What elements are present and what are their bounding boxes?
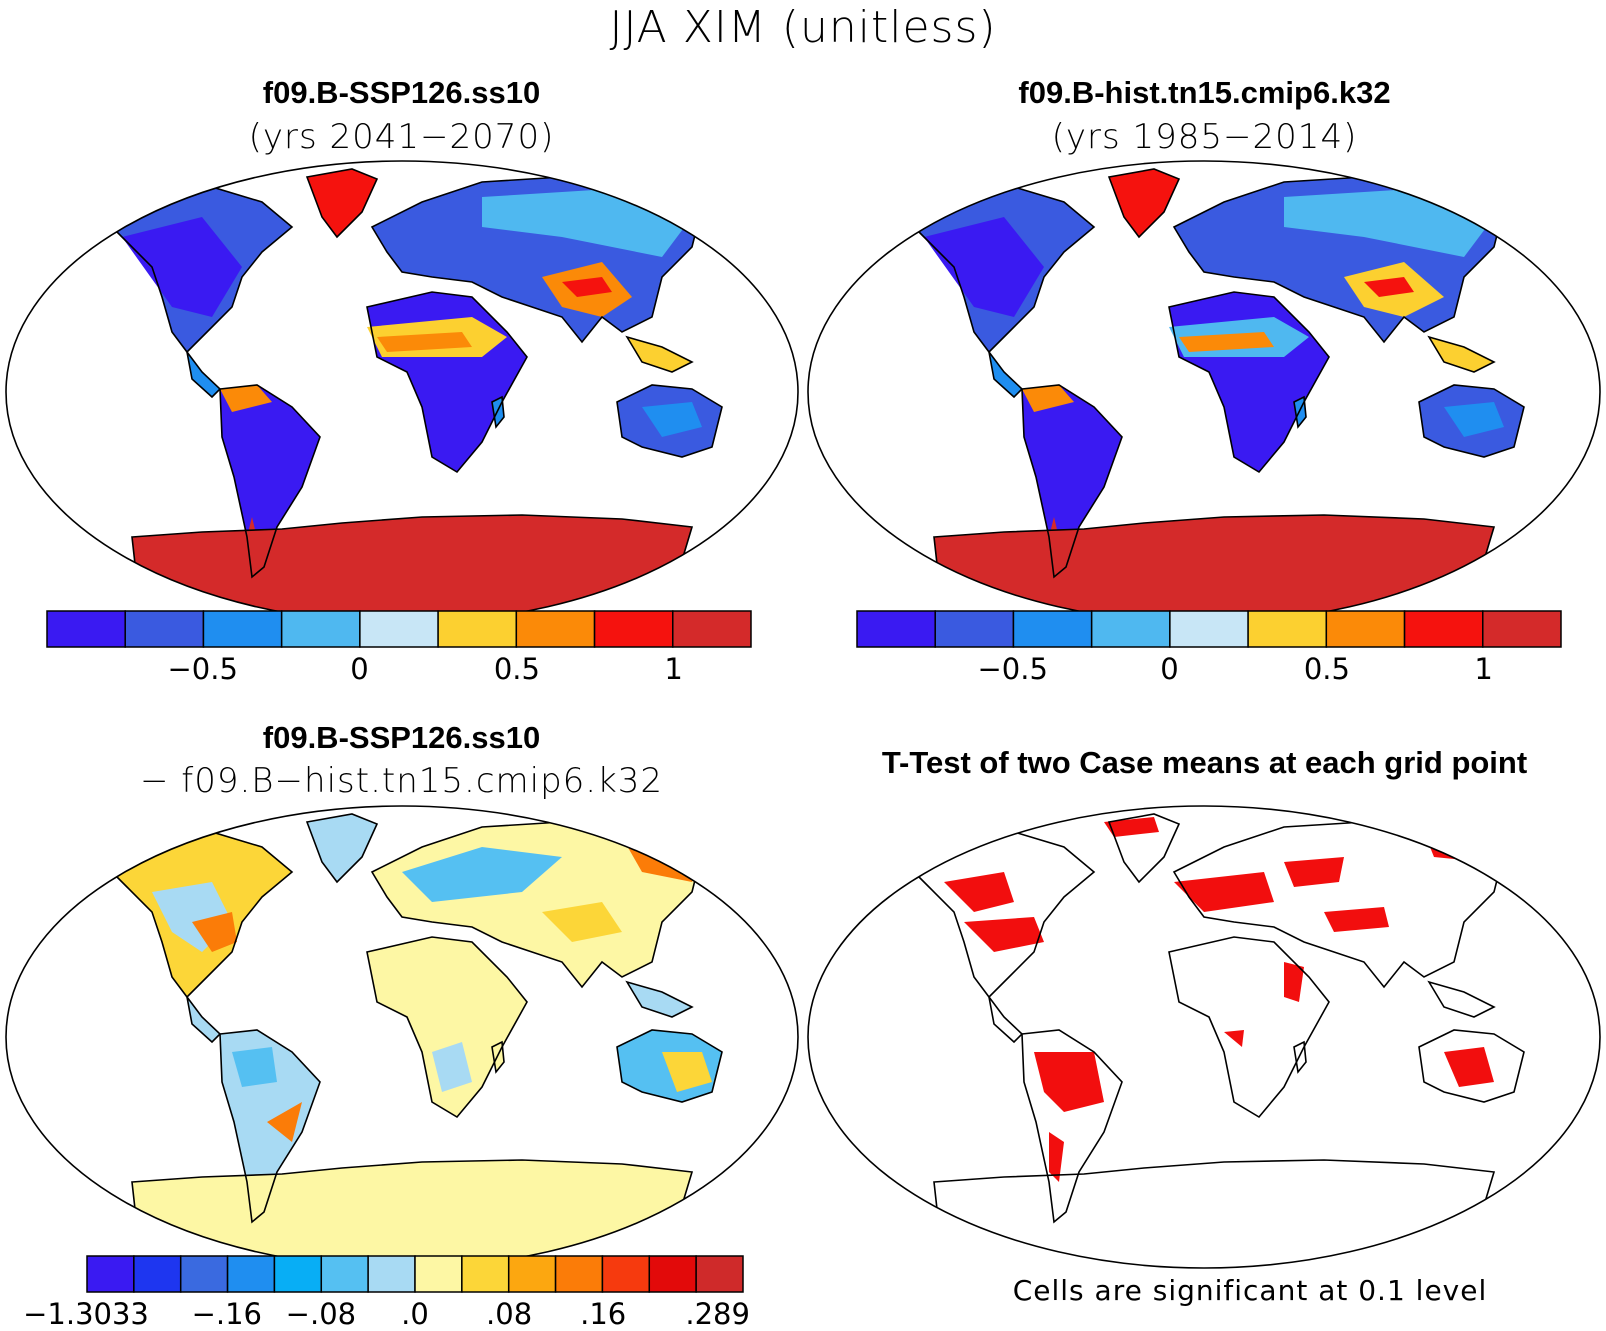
colorbar-swatch	[359, 610, 439, 648]
colorbar-tick: 0.5	[1303, 652, 1350, 686]
panel1-colorbar-ticks: −0.5 0 0.5 1	[46, 652, 752, 692]
colorbar-tick: −.08	[285, 1297, 357, 1331]
colorbar-tick: −0.5	[167, 652, 238, 686]
colorbar-swatch	[554, 1255, 604, 1293]
colorbar-swatch	[515, 610, 596, 648]
panel1-title: f09.B-SSP126.ss10	[262, 75, 541, 110]
colorbar-swatch	[1169, 610, 1249, 648]
panel2-colorbar-ticks: −0.5 0 0.5 1	[856, 652, 1562, 692]
colorbar-swatch	[273, 1255, 323, 1293]
colorbar-swatch	[1403, 610, 1484, 648]
colorbar-swatch	[226, 1255, 276, 1293]
panel2-title: f09.B-hist.tn15.cmip6.k32	[1018, 75, 1391, 110]
figure-title: JJA XIM (unitless)	[609, 2, 997, 53]
colorbar-tick: 1	[664, 652, 683, 686]
colorbar-tick: 1	[1474, 652, 1493, 686]
colorbar-swatch	[934, 610, 1015, 648]
colorbar-swatch	[202, 610, 283, 648]
panel3-map	[5, 805, 799, 1269]
colorbar-swatch	[280, 610, 361, 648]
colorbar-swatch	[461, 1255, 510, 1293]
panel1-map	[5, 160, 799, 624]
panel2-map	[807, 160, 1601, 624]
colorbar-tick: −1.3033	[23, 1297, 149, 1331]
colorbar-swatch	[648, 1255, 697, 1293]
colorbar-swatch	[367, 1255, 416, 1293]
colorbar-swatch	[46, 610, 126, 648]
colorbar-swatch	[124, 610, 205, 648]
colorbar-swatch	[1247, 610, 1328, 648]
significance-note: Cells are significant at 0.1 level	[1012, 1274, 1488, 1307]
colorbar-swatch	[1325, 610, 1406, 648]
colorbar-tick: −.16	[191, 1297, 263, 1331]
colorbar-swatch	[601, 1255, 651, 1293]
colorbar-tick: .0	[401, 1297, 429, 1331]
panel4-map	[807, 805, 1601, 1269]
panel3-subtitle: − f09.B−hist.tn15.cmip6.k32	[139, 761, 664, 801]
panel3-colorbar	[86, 1255, 744, 1293]
panel1-colorbar	[46, 610, 752, 648]
colorbar-tick: −0.5	[977, 652, 1048, 686]
panel2-colorbar	[856, 610, 1562, 648]
colorbar-swatch	[1090, 610, 1171, 648]
colorbar-swatch	[856, 610, 936, 648]
colorbar-swatch	[593, 610, 674, 648]
panel4-title: T-Test of two Case means at each grid po…	[881, 745, 1528, 780]
colorbar-swatch	[507, 1255, 557, 1293]
colorbar-swatch	[320, 1255, 369, 1293]
colorbar-swatch	[86, 1255, 135, 1293]
panel2-subtitle: (yrs 1985−2014)	[1051, 117, 1358, 157]
colorbar-swatch	[1012, 610, 1093, 648]
colorbar-swatch	[695, 1255, 744, 1293]
colorbar-swatch	[179, 1255, 229, 1293]
colorbar-tick: 0	[350, 652, 369, 686]
colorbar-swatch	[437, 610, 518, 648]
colorbar-tick: .08	[486, 1297, 533, 1331]
colorbar-tick: .289	[685, 1297, 750, 1331]
panel1-subtitle: (yrs 2041−2070)	[248, 117, 555, 157]
colorbar-swatch	[414, 1255, 463, 1293]
colorbar-swatch	[133, 1255, 182, 1293]
panel3-title: f09.B-SSP126.ss10	[262, 720, 541, 755]
colorbar-swatch	[672, 610, 752, 648]
colorbar-swatch	[1482, 610, 1562, 648]
colorbar-tick: .16	[580, 1297, 627, 1331]
colorbar-tick: 0	[1160, 652, 1179, 686]
colorbar-tick: 0.5	[493, 652, 540, 686]
